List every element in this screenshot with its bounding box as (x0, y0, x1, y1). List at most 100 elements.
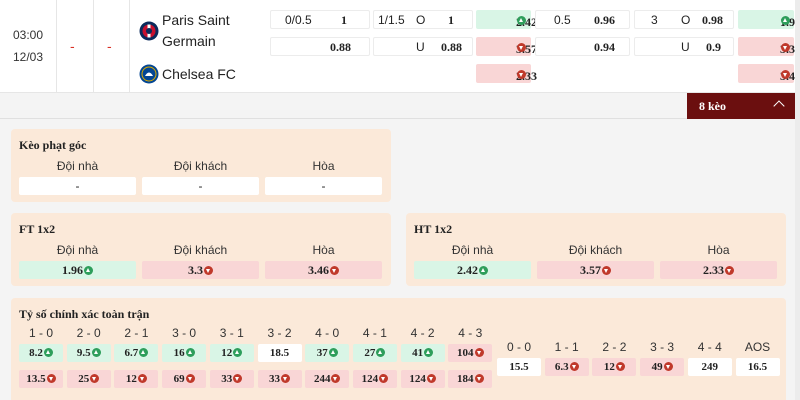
arrow-down-icon (379, 374, 389, 383)
ou-over-odd-cell[interactable]: 1/1.5 O 1 (373, 10, 473, 29)
h2-ou-over-cell[interactable]: 3 O 0.98 (634, 10, 734, 29)
score-home-odd[interactable]: 27 (352, 344, 397, 362)
arrow-down-icon (569, 362, 579, 371)
draw-score-odd[interactable]: 15.5 (497, 358, 541, 376)
draw-score-odd[interactable]: 12 (592, 358, 637, 376)
score-label: 1 - 0 (28, 326, 53, 340)
draw-score-label: 2 - 2 (602, 340, 627, 354)
ft-header-away: Đội khách (173, 243, 228, 257)
arrow-down-icon (90, 374, 100, 383)
score-away-odd[interactable]: 13.5 (19, 370, 63, 388)
score-away-odd[interactable]: 124 (400, 370, 445, 388)
h2-x12-home-cell[interactable]: 1.96 (738, 10, 800, 29)
ft-draw-odd[interactable]: 3.46 (265, 261, 382, 279)
arrow-down-icon (331, 374, 341, 383)
score-away-odd[interactable]: 69 (162, 370, 207, 388)
draw-score-label: 4 - 4 (697, 340, 722, 354)
arrow-down-icon (46, 374, 56, 383)
score-away-odd[interactable]: 12 (114, 370, 159, 388)
ht-home-odd[interactable]: 2.42 (414, 261, 531, 279)
score-away-odd[interactable]: 124 (352, 370, 397, 388)
arrow-up-icon (233, 348, 243, 357)
scrollbar[interactable] (795, 0, 800, 400)
corner-home-value[interactable]: - (19, 177, 136, 195)
arrow-down-icon (474, 348, 484, 357)
home-score: - (70, 38, 75, 54)
score-away-odd[interactable]: 33 (257, 370, 302, 388)
arrow-down-icon (602, 266, 611, 275)
ou-under-odd: 0.88 (441, 40, 462, 54)
ht-away-odd[interactable]: 3.57 (537, 261, 654, 279)
divider (129, 0, 130, 93)
arrow-up-icon (517, 16, 526, 25)
score-home-odd[interactable]: 8.2 (19, 344, 63, 362)
match-row[interactable]: 03:00 12/03 - - Paris Saint Germain Chel… (0, 0, 800, 93)
score-label: 3 - 2 (267, 326, 292, 340)
arrow-down-icon (781, 70, 790, 79)
draw-score-odd[interactable]: 6.3 (544, 358, 589, 376)
h2-x12-draw-cell[interactable]: 3.46 (738, 64, 800, 83)
draw-score-odd[interactable]: 249 (687, 358, 732, 376)
x12-home-cell[interactable]: 2.42 (476, 10, 537, 29)
match-date: 12/03 (12, 50, 44, 64)
corner-kick-title: Kèo phạt góc (19, 138, 87, 152)
score-away-odd[interactable]: 244 (305, 370, 350, 388)
score-home-odd[interactable]: 16 (162, 344, 207, 362)
divider (56, 0, 57, 93)
corner-draw-value[interactable]: - (265, 177, 382, 195)
ht-draw-odd[interactable]: 2.33 (660, 261, 777, 279)
h2-ah-odd: 0.96 (594, 13, 615, 27)
ah-home-odd-cell[interactable]: 0/0.5 1 (270, 10, 370, 29)
home-team-name-line1[interactable]: Paris Saint (162, 12, 230, 28)
h2-ah-away-cell[interactable]: 0.94 (535, 37, 630, 56)
away-team-name[interactable]: Chelsea FC (162, 66, 236, 82)
score-home-odd[interactable]: 6.7 (114, 344, 159, 362)
more-markets-button[interactable]: 8 kèo (687, 93, 796, 119)
h2-ou-under-side: U (681, 40, 690, 54)
score-home-odd[interactable]: 37 (305, 344, 350, 362)
score-away-odd[interactable]: 184 (448, 370, 493, 388)
arrow-up-icon (424, 348, 434, 357)
score-home-odd[interactable]: 9.5 (66, 344, 111, 362)
arrow-up-icon (781, 16, 790, 25)
h2-ah-home-cell[interactable]: 0.5 0.96 (535, 10, 630, 29)
draw-score-odd[interactable]: 49 (640, 358, 685, 376)
score-away-odd[interactable]: 25 (66, 370, 111, 388)
arrow-up-icon (376, 348, 386, 357)
corner-away-value[interactable]: - (142, 177, 259, 195)
score-away-odd[interactable]: 33 (209, 370, 254, 388)
draw-score-label: AOS (744, 340, 771, 354)
home-team-name-line2[interactable]: Germain (162, 33, 216, 49)
score-home-odd[interactable]: 18.5 (257, 344, 302, 362)
arrow-down-icon (426, 374, 436, 383)
h2-ou-under-cell[interactable]: U 0.9 (634, 37, 734, 56)
corner-header-away: Đội khách (173, 159, 228, 173)
score-label: 4 - 2 (410, 326, 435, 340)
x12-away-cell[interactable]: 3.57 (476, 37, 537, 56)
arrow-down-icon (725, 266, 734, 275)
away-score: - (107, 38, 112, 54)
ft-away-odd[interactable]: 3.3 (142, 261, 259, 279)
h2-ou-under-odd: 0.9 (706, 40, 721, 54)
score-home-odd[interactable]: 12 (209, 344, 254, 362)
x12-draw-cell[interactable]: 2.33 (476, 64, 537, 83)
ht-1x2-title: HT 1x2 (414, 222, 453, 236)
score-home-odd[interactable]: 41 (400, 344, 445, 362)
ah-away-odd-cell[interactable]: 0.88 (270, 37, 370, 56)
ah-odd: 1 (341, 13, 347, 27)
score-label: 2 - 1 (124, 326, 149, 340)
chelsea-crest-icon (139, 64, 159, 84)
arrow-down-icon (137, 374, 147, 383)
ou-under-odd-cell[interactable]: U 0.88 (373, 37, 473, 56)
arrow-down-icon (204, 266, 213, 275)
correct-score-panel: Tỷ số chính xác toàn trận 1 - 0 8.2 13.5 2 … (11, 298, 786, 400)
score-home-odd[interactable]: 104 (448, 344, 493, 362)
draw-score-odd[interactable]: 16.5 (735, 358, 780, 376)
ft-home-odd[interactable]: 1.96 (19, 261, 136, 279)
h2-ou-odd: 0.98 (702, 13, 723, 27)
arrow-down-icon (517, 70, 526, 79)
arrow-up-icon (328, 348, 338, 357)
score-label: 3 - 0 (172, 326, 197, 340)
h2-ah-line: 0.5 (554, 13, 571, 27)
h2-x12-away-cell[interactable]: 3.3 (738, 37, 795, 56)
